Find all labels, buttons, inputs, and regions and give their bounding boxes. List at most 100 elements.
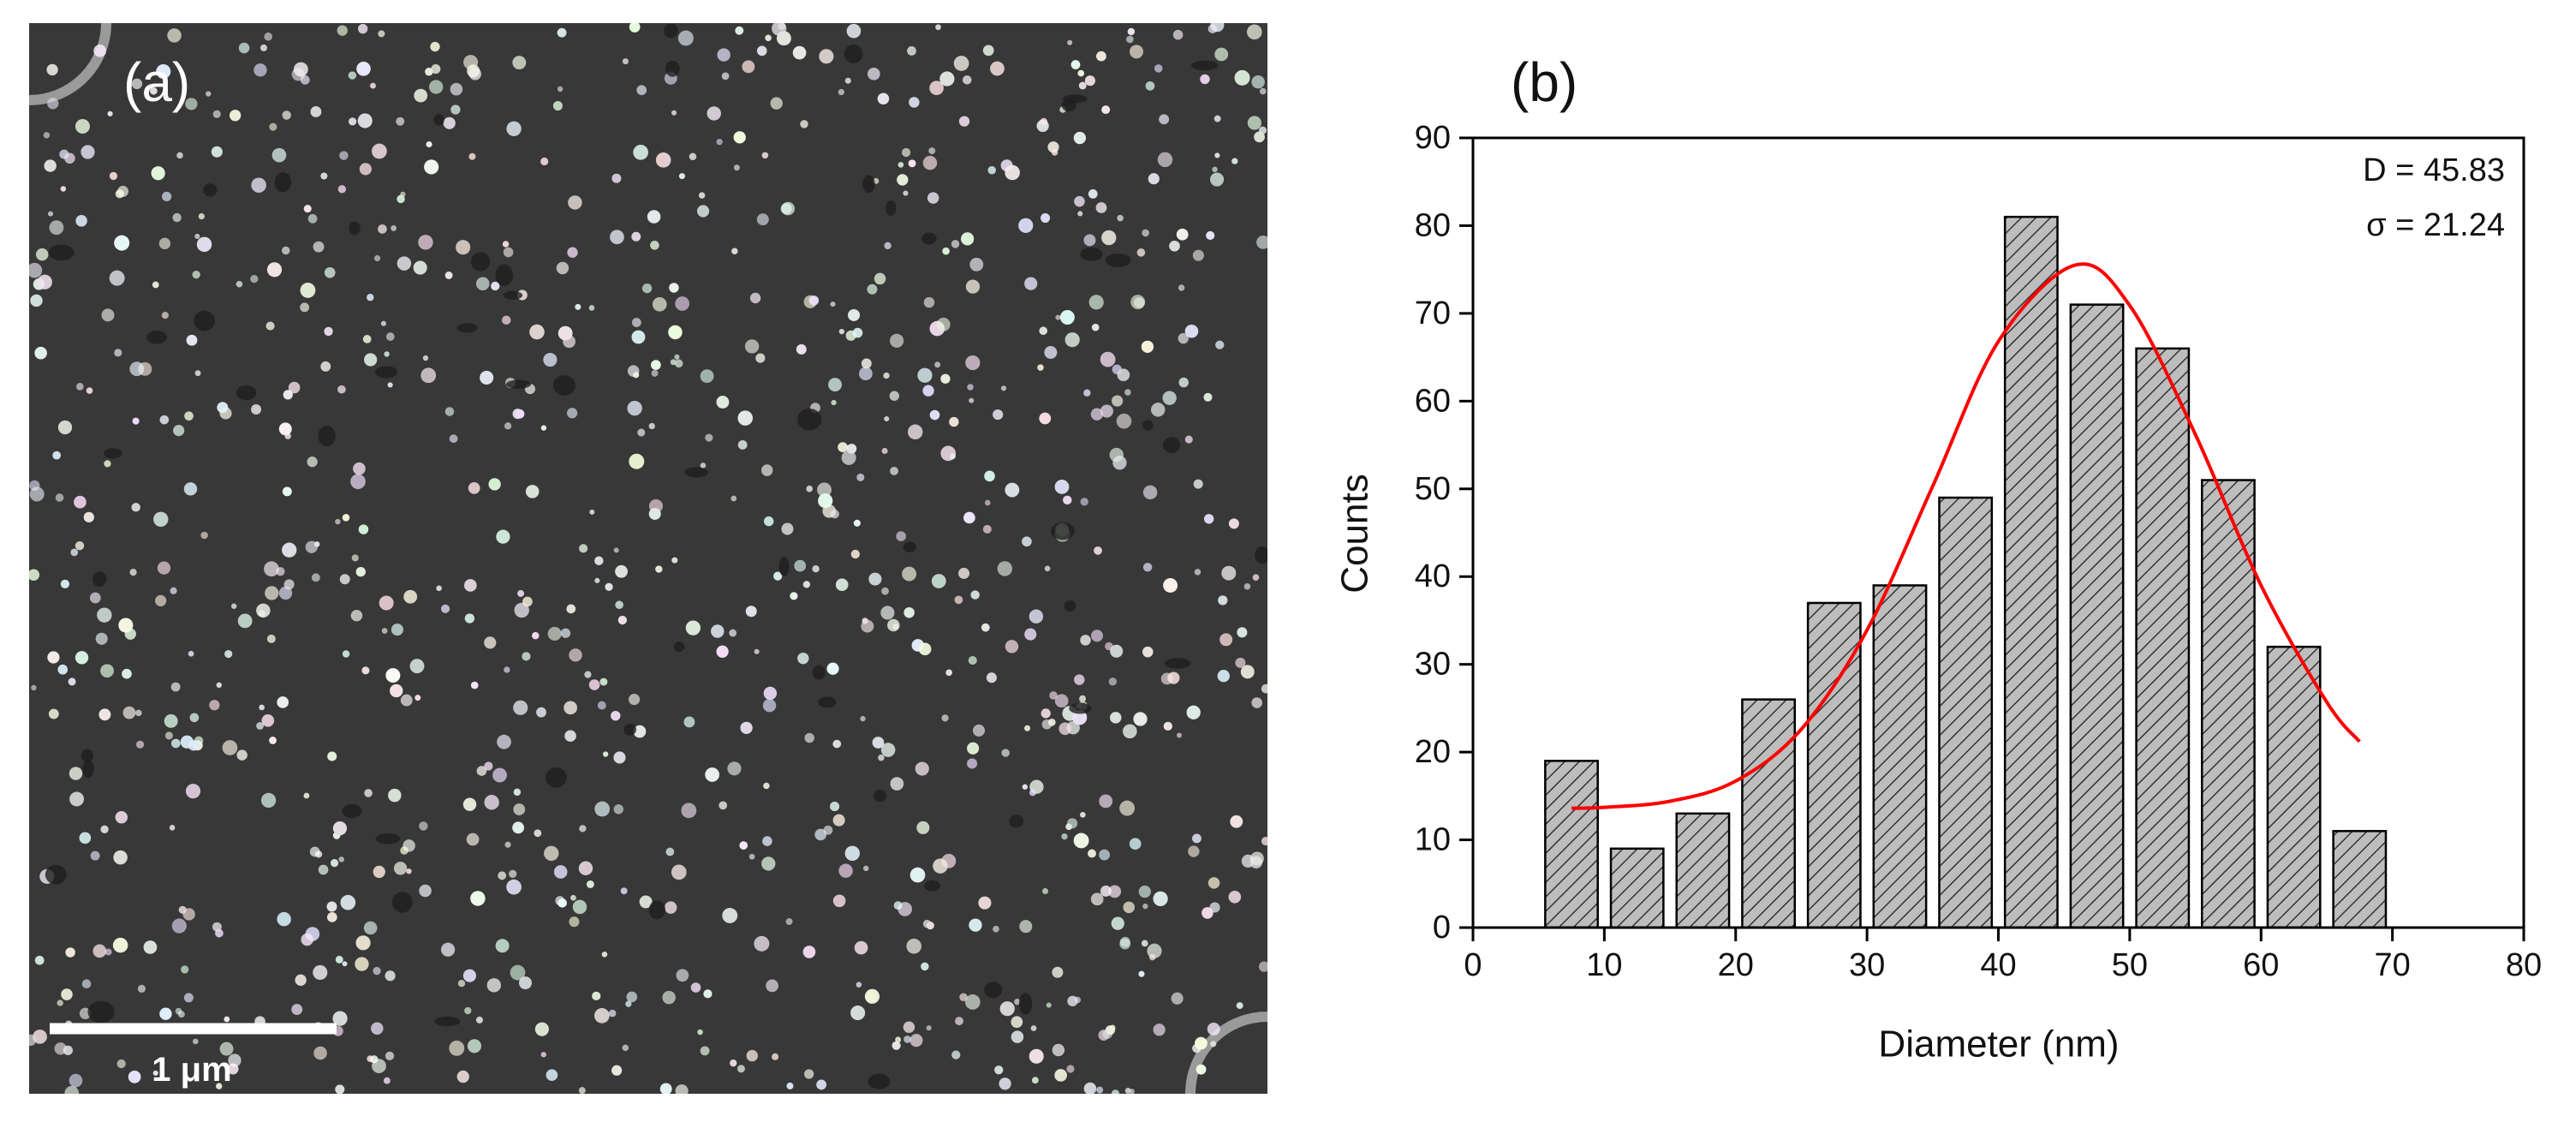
particle xyxy=(917,367,933,383)
particle xyxy=(320,172,328,180)
particle xyxy=(1154,64,1163,73)
particle xyxy=(194,370,201,377)
particle xyxy=(170,682,181,692)
particle xyxy=(1051,149,1058,156)
particle xyxy=(122,668,132,679)
particle xyxy=(1064,332,1080,348)
particle xyxy=(934,361,941,368)
particle xyxy=(965,355,981,371)
pore xyxy=(236,385,257,401)
particle xyxy=(659,1083,672,1094)
particle xyxy=(578,1087,586,1094)
particle xyxy=(1024,628,1037,641)
particle xyxy=(237,613,253,629)
particle xyxy=(918,642,932,656)
particle xyxy=(135,709,142,717)
particle xyxy=(806,485,814,492)
particle xyxy=(958,567,970,579)
particle xyxy=(850,1006,866,1021)
bar xyxy=(1938,496,1994,929)
annotation: σ = 21.24 xyxy=(2366,207,2505,243)
particle xyxy=(698,192,706,199)
particle xyxy=(773,571,783,581)
particle xyxy=(716,396,730,409)
particle xyxy=(359,163,372,176)
particle xyxy=(259,704,265,711)
particle xyxy=(495,939,510,953)
pore xyxy=(349,221,361,236)
particle xyxy=(1101,105,1111,115)
particle xyxy=(1011,1030,1024,1043)
particle xyxy=(383,1077,391,1084)
y-tick-label: 50 xyxy=(1415,471,1451,507)
particle xyxy=(794,559,807,572)
particle xyxy=(173,425,185,437)
particle xyxy=(1014,999,1021,1006)
particle xyxy=(1200,74,1210,85)
particle xyxy=(400,846,408,855)
particle xyxy=(313,241,325,253)
particle xyxy=(429,80,444,94)
particle xyxy=(256,722,264,730)
particle xyxy=(1138,885,1151,898)
particle xyxy=(30,294,43,307)
particle xyxy=(69,767,83,780)
bar xyxy=(2332,830,2388,929)
particle xyxy=(269,122,277,131)
particle xyxy=(266,262,283,278)
particle xyxy=(1215,340,1225,349)
particle xyxy=(1111,1089,1120,1094)
particle xyxy=(318,864,329,875)
particle xyxy=(1099,849,1111,861)
particle xyxy=(986,672,997,683)
particle xyxy=(373,865,385,879)
particle xyxy=(355,957,369,971)
particle xyxy=(1240,665,1255,679)
particle xyxy=(1171,992,1184,1005)
particle xyxy=(1031,1077,1039,1084)
pore xyxy=(375,833,401,845)
x-tick-label: 0 xyxy=(1464,947,1482,983)
particle xyxy=(629,23,641,33)
particle xyxy=(772,23,787,36)
particle xyxy=(251,177,266,193)
pore xyxy=(664,23,678,39)
pore xyxy=(505,379,531,389)
particle xyxy=(572,899,587,915)
pore xyxy=(48,244,75,261)
particle xyxy=(1098,1030,1110,1041)
particle xyxy=(763,782,770,790)
particle xyxy=(631,330,646,344)
particle xyxy=(584,671,592,678)
particle xyxy=(503,247,514,258)
particle xyxy=(733,164,740,171)
particle xyxy=(515,409,525,419)
particle xyxy=(835,578,849,592)
particle xyxy=(513,700,528,715)
particle xyxy=(332,1011,348,1026)
particle xyxy=(613,804,624,815)
particle xyxy=(98,708,111,721)
particle xyxy=(884,415,890,421)
particle xyxy=(217,402,229,414)
particle xyxy=(463,55,479,70)
particle xyxy=(987,165,997,175)
particle xyxy=(271,147,287,163)
particle xyxy=(176,152,183,159)
particle xyxy=(450,104,461,115)
particle xyxy=(514,602,529,618)
particle xyxy=(588,305,595,311)
particle xyxy=(1130,45,1144,59)
particle xyxy=(400,191,406,198)
particle xyxy=(281,246,290,255)
particle xyxy=(260,792,277,809)
particle xyxy=(378,30,385,38)
particle xyxy=(89,592,101,604)
particle xyxy=(1219,633,1233,647)
particle xyxy=(188,650,194,657)
particle xyxy=(896,531,906,541)
particle xyxy=(61,988,73,1000)
particle xyxy=(735,26,744,35)
particle xyxy=(1067,818,1078,829)
x-tick-label: 10 xyxy=(1586,947,1622,983)
